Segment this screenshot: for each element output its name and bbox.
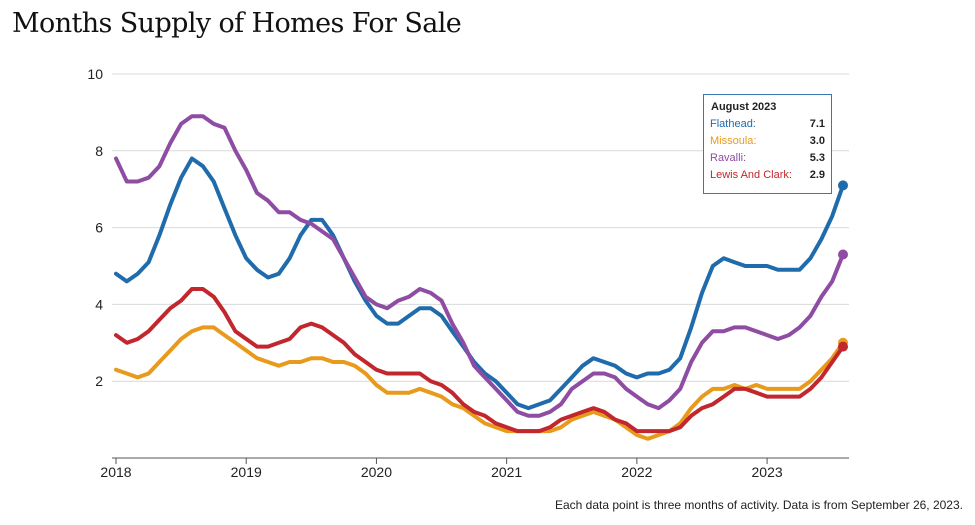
endpoint-marker-flathead bbox=[838, 180, 848, 191]
tooltip-row-ravalli: Ravalli: 5.3 bbox=[710, 150, 825, 167]
x-tick-label: 2021 bbox=[491, 464, 522, 480]
tooltip-value-ravalli: 5.3 bbox=[809, 152, 825, 164]
tooltip-row-flathead: Flathead: 7.1 bbox=[710, 116, 825, 133]
tooltip-label-flathead: Flathead: bbox=[710, 118, 756, 130]
series-line-missoula bbox=[114, 325, 845, 441]
y-tick-label: 2 bbox=[95, 373, 103, 389]
x-tick-label: 2019 bbox=[231, 464, 262, 480]
y-tick-label: 6 bbox=[95, 220, 103, 236]
x-tick-label: 2022 bbox=[621, 464, 652, 480]
y-axis-ticks: 2 4 6 8 10 bbox=[87, 66, 103, 389]
footnote: Each data point is three months of activ… bbox=[555, 498, 963, 512]
series-line-ravalli bbox=[114, 114, 845, 418]
series-line-lewis-and-clark bbox=[114, 287, 845, 434]
tooltip-row-lewis-and-clark: Lewis And Clark: 2.9 bbox=[710, 167, 825, 184]
tooltip-value-flathead: 7.1 bbox=[809, 118, 825, 130]
y-tick-label: 8 bbox=[95, 143, 103, 159]
x-tick-label: 2018 bbox=[100, 464, 131, 480]
x-axis-ticks: 2018 2019 2020 2021 2022 2023 bbox=[100, 458, 783, 480]
tooltip-label-ravalli: Ravalli: bbox=[710, 152, 747, 164]
endpoint-markers bbox=[838, 180, 848, 352]
tooltip-box: August 2023 Flathead: 7.1 Missoula: 3.0 … bbox=[703, 94, 832, 194]
y-tick-label: 4 bbox=[95, 296, 103, 312]
x-tick-label: 2023 bbox=[752, 464, 783, 480]
tooltip-title: August 2023 bbox=[711, 101, 777, 113]
tooltip-label-lewis-and-clark: Lewis And Clark: bbox=[710, 169, 792, 181]
x-tick-label: 2020 bbox=[361, 464, 392, 480]
chart-title: Months Supply of Homes For Sale bbox=[12, 8, 462, 39]
endpoint-marker-ravalli bbox=[838, 249, 848, 260]
tooltip-value-missoula: 3.0 bbox=[809, 135, 825, 147]
tooltip-row-missoula: Missoula: 3.0 bbox=[710, 133, 825, 150]
series-lines bbox=[114, 114, 845, 441]
y-tick-label: 10 bbox=[87, 66, 103, 82]
tooltip-value-lewis-and-clark: 2.9 bbox=[809, 169, 825, 181]
series-line-flathead bbox=[114, 156, 845, 411]
endpoint-marker-lewis-and-clark bbox=[838, 341, 848, 352]
tooltip-label-missoula: Missoula: bbox=[710, 135, 757, 147]
